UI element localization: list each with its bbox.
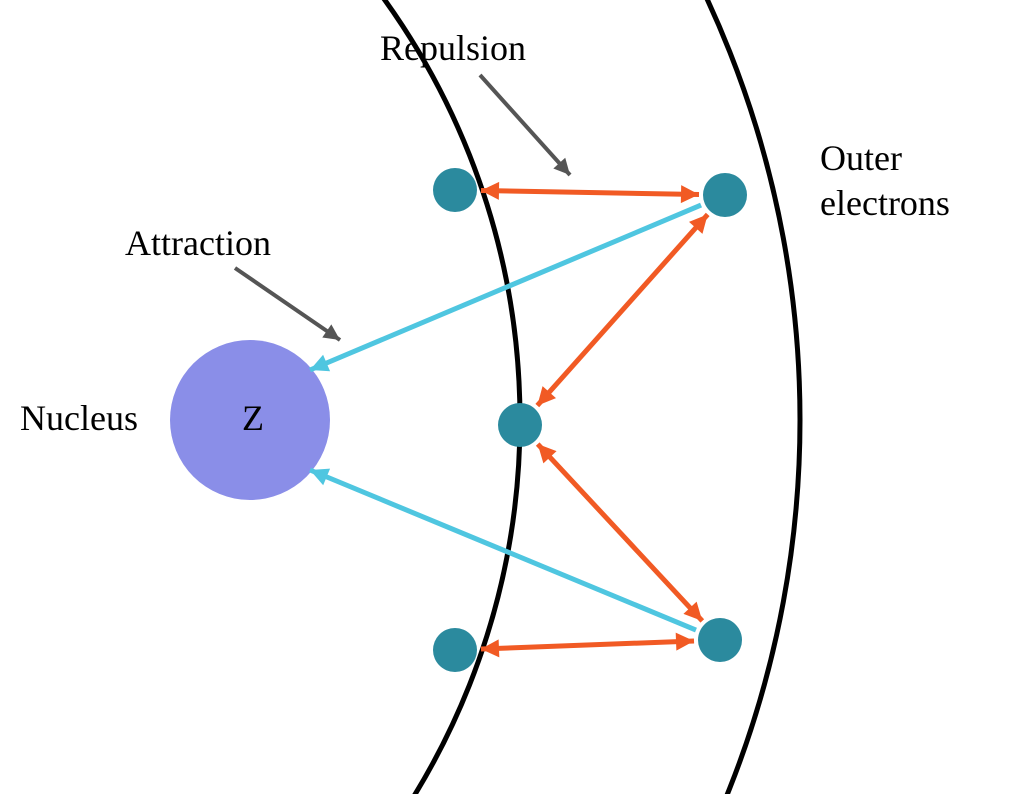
label-outer-electrons-1: Outer [820, 138, 902, 178]
electron-outer-bot [698, 618, 742, 662]
electron-outer-top [703, 173, 747, 217]
electron-inner-top [433, 168, 477, 212]
electron-inner-mid [498, 403, 542, 447]
electron-inner-bot [433, 628, 477, 672]
label-repulsion: Repulsion [380, 28, 526, 68]
label-z: Z [242, 398, 264, 438]
label-nucleus: Nucleus [20, 398, 138, 438]
label-outer-electrons-2: electrons [820, 183, 950, 223]
background [0, 0, 1024, 794]
label-attraction: Attraction [125, 223, 271, 263]
